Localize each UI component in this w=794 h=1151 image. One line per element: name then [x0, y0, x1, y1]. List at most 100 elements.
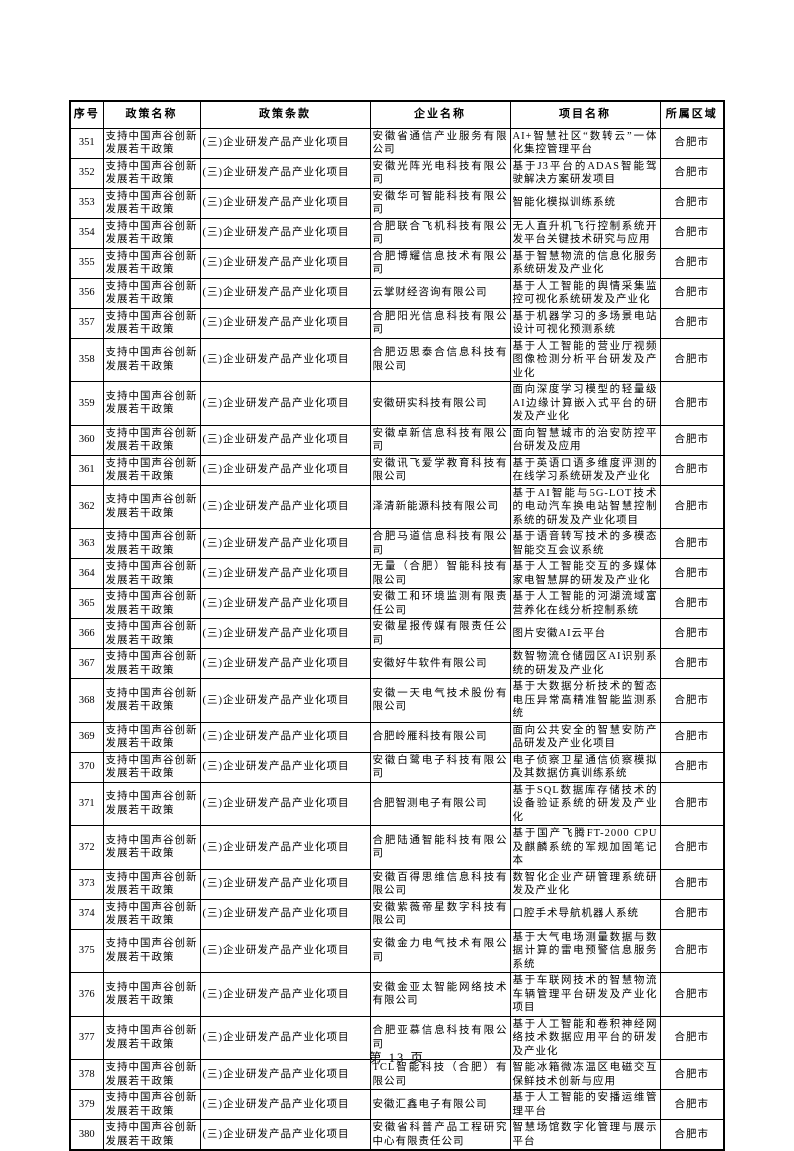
- table-row: 354 支持中国声谷创新发展若干政策 (三)企业研发产品产业化项目 合肥联合飞机…: [69, 217, 725, 249]
- table-row: 378 支持中国声谷创新发展若干政策 (三)企业研发产品产业化项目 TCL智能科…: [69, 1059, 725, 1090]
- cell-policy-name: 支持中国声谷创新发展若干政策: [102, 648, 201, 679]
- cell-region: 合肥市: [659, 868, 725, 900]
- cell-company-name: 安徽卓新信息科技有限公司: [369, 424, 511, 456]
- cell-company-name: 安徽工和环境监测有限责任公司: [369, 588, 511, 619]
- cell-region: 合肥市: [659, 781, 725, 826]
- cell-project-name: AI+智慧社区“数转云”一体化集控管理平台: [509, 127, 661, 159]
- cell-project-name: 基于英语口语多维度评测的在线学习系统研发及产业化: [509, 454, 661, 486]
- cell-policy-clause: (三)企业研发产品产业化项目: [199, 588, 371, 619]
- cell-region: 合肥市: [659, 337, 725, 382]
- cell-policy-clause: (三)企业研发产品产业化项目: [199, 928, 371, 973]
- cell-policy-name: 支持中国声谷创新发展若干政策: [102, 868, 201, 900]
- column-header-company-name: 企业名称: [369, 100, 511, 129]
- cell-company-name: 合肥博耀信息技术有限公司: [369, 247, 511, 279]
- table-row: 376 支持中国声谷创新发展若干政策 (三)企业研发产品产业化项目 安徽金亚太智…: [69, 972, 725, 1017]
- table-row: 371 支持中国声谷创新发展若干政策 (三)企业研发产品产业化项目 合肥智测电子…: [69, 781, 725, 826]
- cell-policy-clause: (三)企业研发产品产业化项目: [199, 558, 371, 589]
- cell-policy-name: 支持中国声谷创新发展若干政策: [102, 307, 201, 339]
- cell-region: 合肥市: [659, 1015, 725, 1060]
- cell-company-name: 安徽光阵光电科技有限公司: [369, 157, 511, 189]
- cell-policy-name: 支持中国声谷创新发展若干政策: [102, 928, 201, 973]
- cell-serial-number: 376: [69, 972, 104, 1017]
- cell-serial-number: 355: [69, 247, 104, 279]
- cell-serial-number: 351: [69, 127, 104, 159]
- cell-region: 合肥市: [659, 678, 725, 723]
- cell-policy-name: 支持中国声谷创新发展若干政策: [102, 721, 201, 753]
- cell-company-name: 安徽白鹭电子科技有限公司: [369, 751, 511, 783]
- cell-policy-clause: (三)企业研发产品产业化项目: [199, 721, 371, 753]
- cell-serial-number: 369: [69, 721, 104, 753]
- cell-company-name: 合肥阳光信息科技有限公司: [369, 307, 511, 339]
- cell-serial-number: 370: [69, 751, 104, 783]
- cell-company-name: 无量（合肥）智能科技有限公司: [369, 558, 511, 589]
- table-header-row: 序号 政策名称 政策条款 企业名称 项目名称 所属区域: [69, 100, 725, 129]
- cell-company-name: TCL智能科技（合肥）有限公司: [369, 1059, 511, 1090]
- table-row: 372 支持中国声谷创新发展若干政策 (三)企业研发产品产业化项目 合肥陆通智能…: [69, 825, 725, 870]
- cell-project-name: 数智物流仓储园区AI识别系统的研发及产业化: [509, 648, 661, 679]
- cell-policy-name: 支持中国声谷创新发展若干政策: [102, 558, 201, 589]
- cell-policy-name: 支持中国声谷创新发展若干政策: [102, 972, 201, 1017]
- cell-policy-clause: (三)企业研发产品产业化项目: [199, 898, 371, 930]
- cell-company-name: 安徽星报传媒有限责任公司: [369, 618, 511, 649]
- policy-table: 序号 政策名称 政策条款 企业名称 项目名称 所属区域 351 支持中国声谷创新…: [69, 100, 725, 1151]
- cell-company-name: 安徽百得思维信息科技有限公司: [369, 868, 511, 900]
- table-row: 379 支持中国声谷创新发展若干政策 (三)企业研发产品产业化项目 安徽汇鑫电子…: [69, 1089, 725, 1120]
- cell-project-name: 基于人工智能的舆情采集监控可视化系统研发及产业化: [509, 277, 661, 309]
- cell-project-name: 基于人工智能的河湖流域富营养化在线分析控制系统: [509, 588, 661, 619]
- cell-company-name: 合肥迈思泰合信息科技有限公司: [369, 337, 511, 382]
- cell-region: 合肥市: [659, 928, 725, 973]
- cell-company-name: 安徽研实科技有限公司: [369, 381, 511, 426]
- cell-project-name: 面向深度学习模型的轻量级AI边缘计算嵌入式平台的研发及产业化: [509, 381, 661, 426]
- cell-policy-clause: (三)企业研发产品产业化项目: [199, 1015, 371, 1060]
- table-row: 351 支持中国声谷创新发展若干政策 (三)企业研发产品产业化项目 安徽省通信产…: [69, 127, 725, 159]
- cell-serial-number: 375: [69, 928, 104, 973]
- cell-region: 合肥市: [659, 277, 725, 309]
- cell-company-name: 合肥智测电子有限公司: [369, 781, 511, 826]
- cell-policy-clause: (三)企业研发产品产业化项目: [199, 127, 371, 159]
- table-row: 359 支持中国声谷创新发展若干政策 (三)企业研发产品产业化项目 安徽研实科技…: [69, 381, 725, 426]
- cell-region: 合肥市: [659, 247, 725, 279]
- table-row: 368 支持中国声谷创新发展若干政策 (三)企业研发产品产业化项目 安徽一天电气…: [69, 678, 725, 723]
- cell-serial-number: 361: [69, 454, 104, 486]
- cell-company-name: 安徽金力电气技术有限公司: [369, 928, 511, 973]
- table-row: 360 支持中国声谷创新发展若干政策 (三)企业研发产品产业化项目 安徽卓新信息…: [69, 424, 725, 456]
- cell-region: 合肥市: [659, 588, 725, 619]
- cell-company-name: 合肥亚慕信息科技有限公司: [369, 1015, 511, 1060]
- cell-company-name: 云掌财经咨询有限公司: [369, 277, 511, 309]
- cell-project-name: 基于SQL数据库存储技术的设备验证系统的研发及产业化: [509, 781, 661, 826]
- cell-policy-name: 支持中国声谷创新发展若干政策: [102, 187, 201, 219]
- column-header-region: 所属区域: [659, 100, 725, 129]
- cell-policy-name: 支持中国声谷创新发展若干政策: [102, 454, 201, 486]
- cell-project-name: 基于人工智能交互的多媒体家电智慧屏的研发及产业化: [509, 558, 661, 589]
- cell-policy-clause: (三)企业研发产品产业化项目: [199, 157, 371, 189]
- cell-region: 合肥市: [659, 381, 725, 426]
- cell-policy-name: 支持中国声谷创新发展若干政策: [102, 618, 201, 649]
- cell-region: 合肥市: [659, 751, 725, 783]
- cell-policy-clause: (三)企业研发产品产业化项目: [199, 381, 371, 426]
- table-body: 351 支持中国声谷创新发展若干政策 (三)企业研发产品产业化项目 安徽省通信产…: [69, 127, 725, 1151]
- cell-policy-name: 支持中国声谷创新发展若干政策: [102, 751, 201, 783]
- cell-serial-number: 374: [69, 898, 104, 930]
- cell-project-name: 基于大气电场测量数据与数据计算的雷电预警信息服务系统: [509, 928, 661, 973]
- cell-policy-clause: (三)企业研发产品产业化项目: [199, 751, 371, 783]
- table-row: 369 支持中国声谷创新发展若干政策 (三)企业研发产品产业化项目 合肥岭雁科技…: [69, 721, 725, 753]
- cell-region: 合肥市: [659, 307, 725, 339]
- cell-policy-name: 支持中国声谷创新发展若干政策: [102, 157, 201, 189]
- cell-policy-clause: (三)企业研发产品产业化项目: [199, 247, 371, 279]
- cell-company-name: 安徽金亚太智能网络技术有限公司: [369, 972, 511, 1017]
- cell-policy-clause: (三)企业研发产品产业化项目: [199, 307, 371, 339]
- cell-region: 合肥市: [659, 1119, 725, 1151]
- cell-serial-number: 371: [69, 781, 104, 826]
- cell-policy-clause: (三)企业研发产品产业化项目: [199, 528, 371, 559]
- cell-serial-number: 358: [69, 337, 104, 382]
- cell-serial-number: 357: [69, 307, 104, 339]
- cell-company-name: 安徽省通信产业服务有限公司: [369, 127, 511, 159]
- cell-company-name: 合肥马道信息科技有限公司: [369, 528, 511, 559]
- cell-region: 合肥市: [659, 618, 725, 649]
- table-row: 357 支持中国声谷创新发展若干政策 (三)企业研发产品产业化项目 合肥阳光信息…: [69, 307, 725, 339]
- cell-project-name: 图片安徽AI云平台: [509, 618, 661, 649]
- cell-company-name: 安徽一天电气技术股份有限公司: [369, 678, 511, 723]
- cell-company-name: 安徽好牛软件有限公司: [369, 648, 511, 679]
- cell-project-name: 基于语音转写技术的多模态智能交互会议系统: [509, 528, 661, 559]
- cell-policy-name: 支持中国声谷创新发展若干政策: [102, 424, 201, 456]
